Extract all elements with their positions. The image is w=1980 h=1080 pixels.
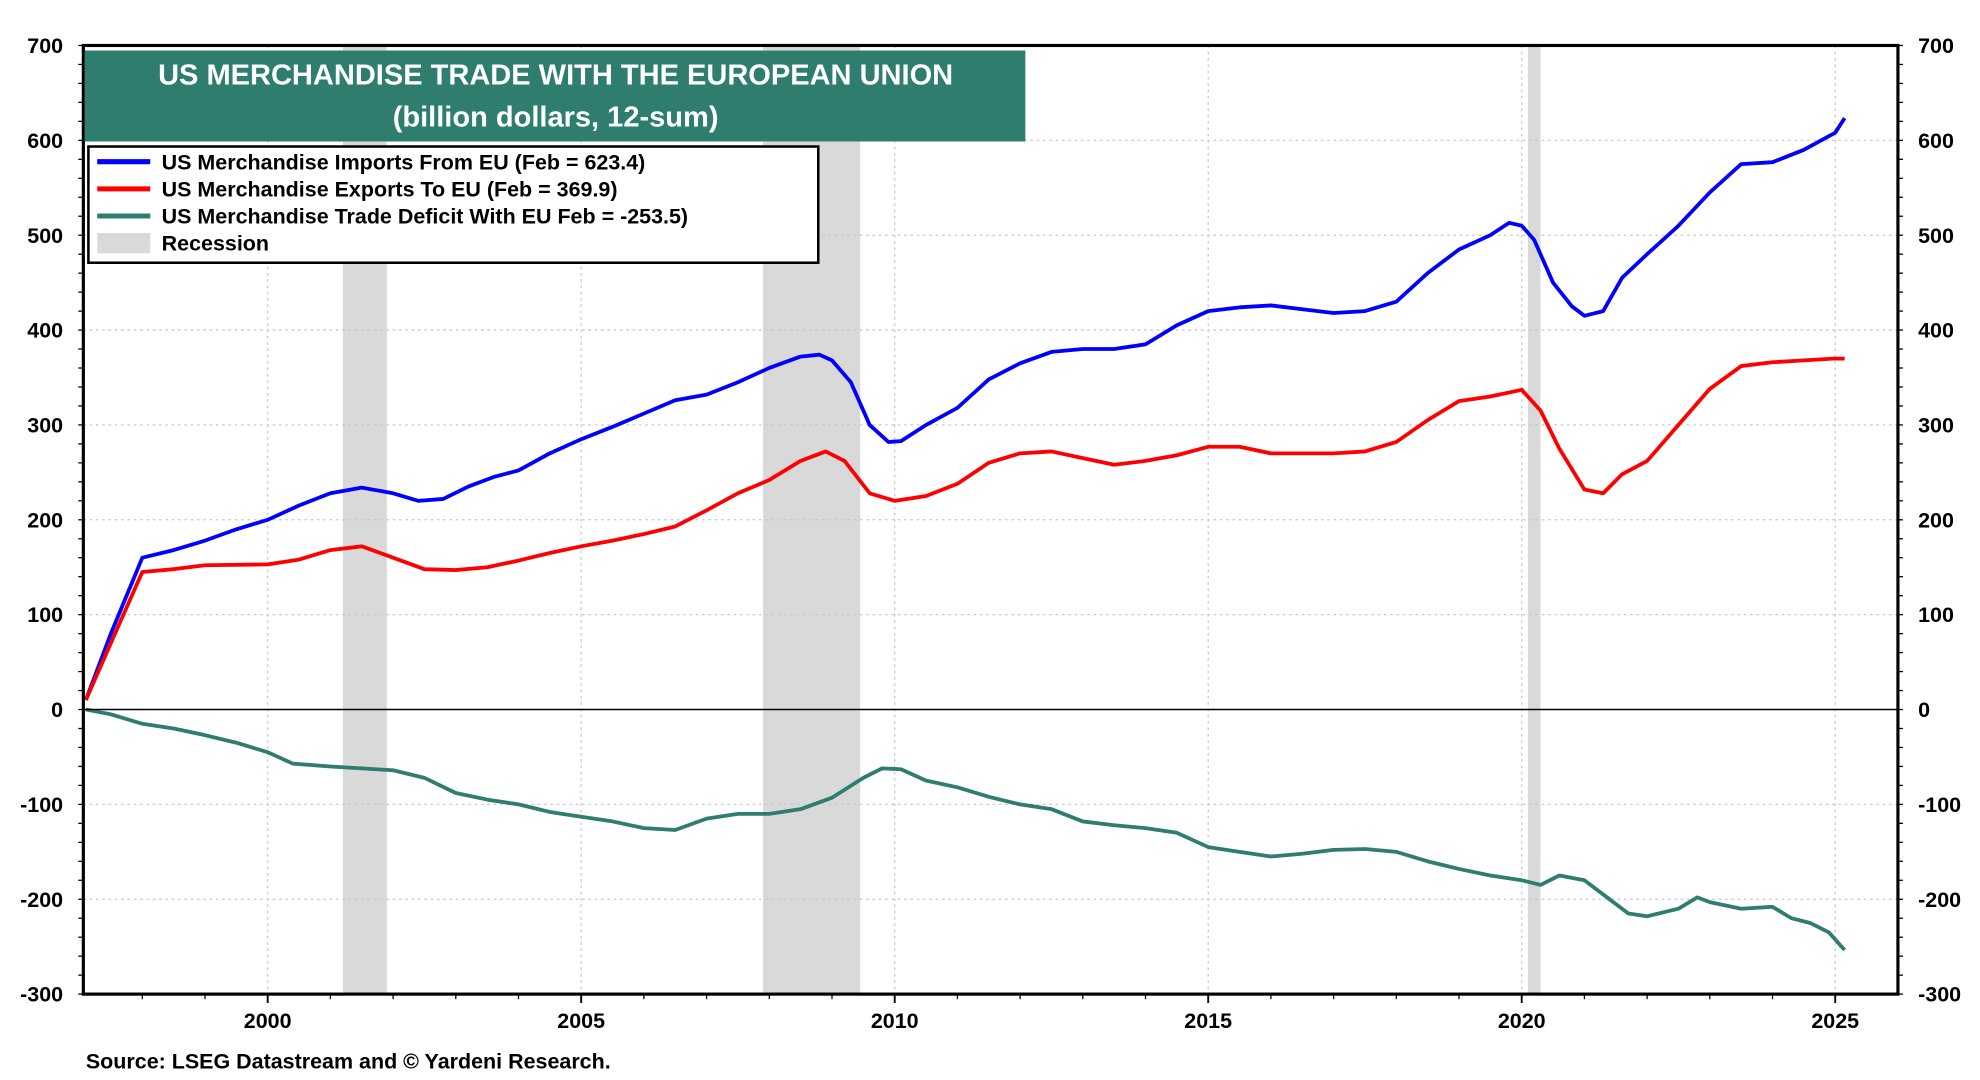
recession-band bbox=[1527, 45, 1541, 995]
legend-label-recession: Recession bbox=[162, 232, 269, 256]
y-tick-label-right: 300 bbox=[1918, 414, 1954, 438]
y-tick-label-left: -100 bbox=[20, 793, 63, 817]
x-tick-label: 2015 bbox=[1184, 1009, 1232, 1033]
y-tick-label-left: 700 bbox=[27, 34, 63, 58]
y-tick-label-left: 600 bbox=[27, 129, 63, 153]
y-tick-label-right: -100 bbox=[1918, 793, 1961, 817]
exports-line bbox=[84, 356, 1845, 701]
y-tick-label-left: 300 bbox=[27, 414, 63, 438]
y-tick-label-left: 400 bbox=[27, 319, 63, 343]
legend-swatch-recession bbox=[97, 233, 151, 254]
y-tick-label-left: -300 bbox=[20, 983, 63, 1007]
x-tick-label: 2000 bbox=[244, 1009, 292, 1033]
imports-line bbox=[84, 117, 1847, 701]
legend-label-deficit: US Merchandise Trade Deficit With EU Feb… bbox=[162, 205, 688, 229]
x-tick-label: 2025 bbox=[1811, 1009, 1859, 1033]
y-tick-label-left: 200 bbox=[27, 508, 63, 532]
chart-subtitle: (billion dollars, 12-sum) bbox=[393, 101, 719, 133]
y-tick-label-left: 0 bbox=[51, 698, 63, 722]
y-tick-label-right: 400 bbox=[1918, 319, 1954, 343]
y-tick-label-right: -200 bbox=[1918, 888, 1961, 912]
x-tick-label: 2005 bbox=[557, 1009, 605, 1033]
chart-title: US MERCHANDISE TRADE WITH THE EUROPEAN U… bbox=[158, 60, 953, 92]
y-tick-label-right: 200 bbox=[1918, 508, 1954, 532]
y-tick-label-left: -200 bbox=[20, 888, 63, 912]
legend-label-imports: US Merchandise Imports From EU (Feb = 62… bbox=[162, 150, 646, 174]
y-tick-label-right: 0 bbox=[1918, 698, 1930, 722]
x-tick-label: 2020 bbox=[1498, 1009, 1546, 1033]
x-tick-label: 2010 bbox=[871, 1009, 919, 1033]
y-tick-label-right: 700 bbox=[1918, 34, 1954, 58]
axes: 2000 2005 2010 2015 2020 2025-300 -300-200 -200… bbox=[20, 34, 1961, 1033]
y-tick-label-left: 500 bbox=[27, 224, 63, 248]
legend-label-exports: US Merchandise Exports To EU (Feb = 369.… bbox=[162, 177, 618, 201]
y-tick-label-left: 100 bbox=[27, 603, 63, 627]
source-note: Source: LSEG Datastream and © Yardeni Re… bbox=[86, 1050, 611, 1074]
y-tick-label-right: 500 bbox=[1918, 224, 1954, 248]
deficit-line bbox=[85, 707, 1847, 952]
title-box bbox=[84, 50, 1026, 142]
series-lines bbox=[84, 117, 1847, 952]
legend: US Merchandise Imports From EU (Feb = 62… bbox=[87, 145, 820, 264]
y-tick-label-right: 600 bbox=[1918, 129, 1954, 153]
y-tick-label-right: -300 bbox=[1918, 983, 1961, 1007]
y-tick-label-right: 100 bbox=[1918, 603, 1954, 627]
